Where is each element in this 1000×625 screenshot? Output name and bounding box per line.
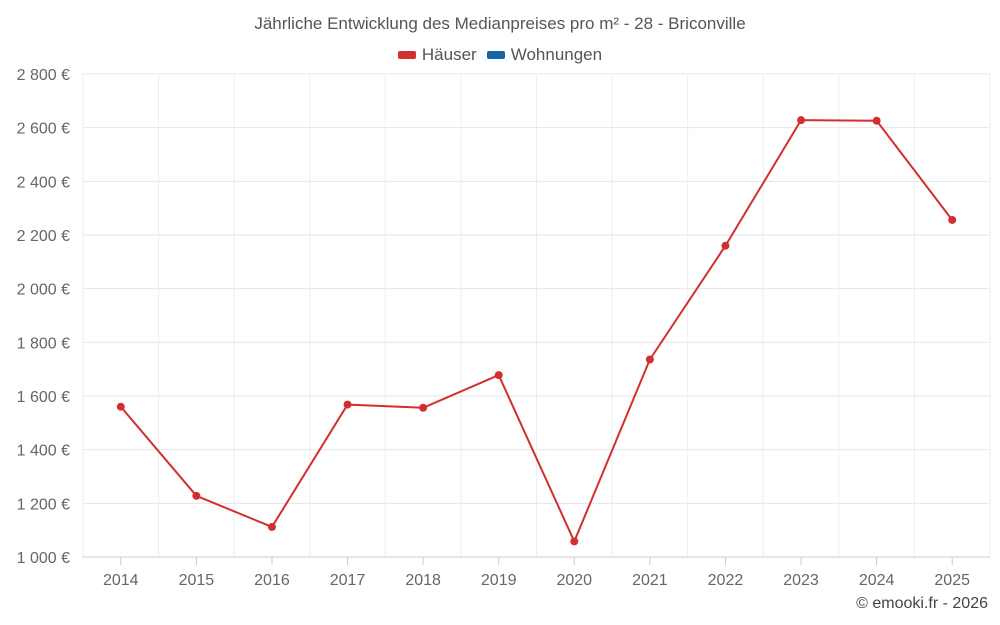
legend-swatch-haeuser xyxy=(397,51,416,59)
data-point xyxy=(419,403,428,412)
chart-title: Jährliche Entwicklung des Medianpreises … xyxy=(254,14,746,33)
series-line-0 xyxy=(120,119,954,543)
data-point xyxy=(267,522,276,531)
x-tick-label: 2018 xyxy=(405,572,441,589)
legend-swatch-wohnungen xyxy=(486,51,505,59)
x-tick-label: 2023 xyxy=(783,572,819,589)
y-tick-label: 2 200 € xyxy=(17,228,70,245)
data-point xyxy=(948,215,957,224)
legend-label-wohnungen: Wohnungen xyxy=(510,45,603,64)
data-point xyxy=(645,355,654,364)
legend-label-haeuser: Häuser xyxy=(421,45,477,64)
data-point xyxy=(192,491,201,500)
data-point xyxy=(872,116,881,125)
x-tick-label: 2021 xyxy=(632,572,668,589)
x-tick-label: 2017 xyxy=(330,572,366,589)
data-point xyxy=(721,241,730,250)
x-tick-label: 2020 xyxy=(556,572,592,589)
y-tick-label: 2 600 € xyxy=(17,121,70,138)
data-point xyxy=(570,537,579,546)
y-tick-label: 2 000 € xyxy=(17,282,70,299)
data-point xyxy=(116,402,125,411)
x-tick-label: 2024 xyxy=(859,572,895,589)
y-tick-label: 2 400 € xyxy=(17,174,70,191)
legend-item-haeuser[interactable]: Häuser xyxy=(397,45,477,65)
x-tick-label: 2025 xyxy=(934,572,970,589)
x-tick-label: 2016 xyxy=(254,572,290,589)
x-tick-label: 2022 xyxy=(708,572,744,589)
x-tick-label: 2015 xyxy=(179,572,215,589)
y-tick-label: 1 600 € xyxy=(17,389,70,406)
y-tick-label: 2 800 € xyxy=(17,67,70,84)
legend: Häuser Wohnungen xyxy=(0,45,1000,65)
data-point xyxy=(494,371,503,380)
y-tick-label: 1 800 € xyxy=(17,335,70,352)
x-tick-label: 2019 xyxy=(481,572,517,589)
legend-item-wohnungen[interactable]: Wohnungen xyxy=(486,45,603,65)
credit-text: © emooki.fr - 2026 xyxy=(856,595,988,612)
x-tick-label: 2014 xyxy=(103,572,139,589)
data-point xyxy=(797,116,806,125)
y-tick-label: 1 200 € xyxy=(17,496,70,513)
y-tick-label: 1 000 € xyxy=(17,550,70,567)
y-tick-label: 1 400 € xyxy=(17,443,70,460)
data-point xyxy=(343,400,352,409)
